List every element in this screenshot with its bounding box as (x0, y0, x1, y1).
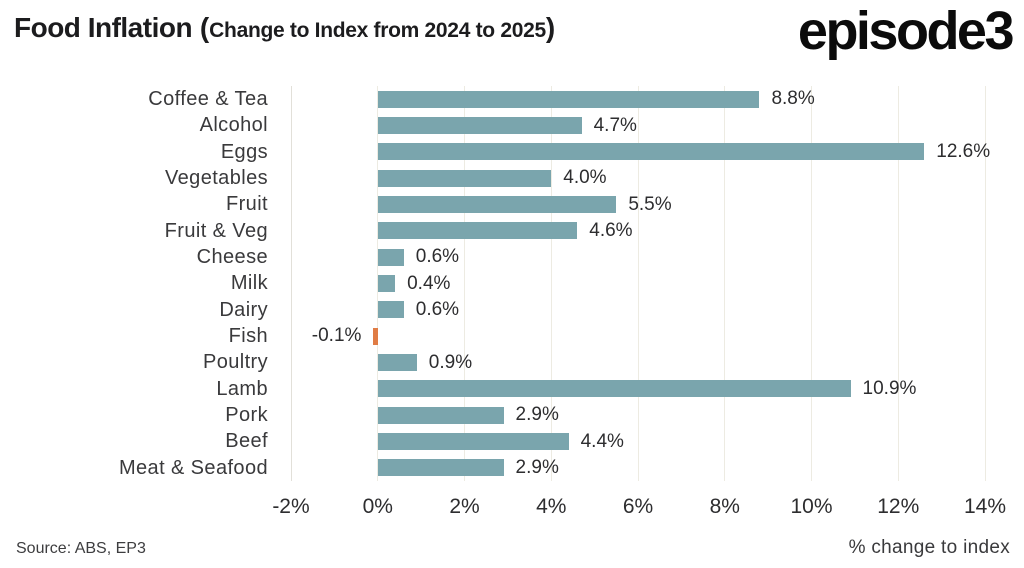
x-tick-4: 4% (536, 495, 567, 518)
x-tick-14: 14% (963, 495, 1007, 518)
x-tick-8: 8% (709, 495, 740, 518)
x-tick-12: 12% (877, 495, 920, 518)
gridline-6 (637, 86, 639, 481)
gridline-10 (811, 86, 812, 481)
category-label-fish: Fish (228, 325, 268, 347)
value-label-alcohol: 4.7% (593, 114, 637, 136)
title-main: Food Inflation (14, 12, 193, 43)
category-label-eggs: Eggs (220, 140, 268, 163)
x-tick-2: -2% (272, 495, 310, 518)
category-label-cheese: Cheese (196, 246, 268, 268)
value-label-meat-seafood: 2.9% (515, 456, 559, 478)
value-label-dairy: 0.6% (415, 298, 460, 320)
bar-fruit-veg (377, 222, 578, 240)
category-label-vegetables: Vegetables (165, 167, 268, 189)
category-label-poultry: Poultry (202, 351, 268, 374)
value-label-eggs: 12.6% (936, 140, 991, 162)
title-paren-open-glyph: ( (199, 12, 210, 43)
plot-area: 8.8% 4.7% 12.6% 4.0% 5.5% 4.6% 0.6% 0.4% 0.6% -0.… (290, 86, 990, 481)
value-label-fish: -0.1% (311, 325, 362, 347)
bar-alcohol (377, 117, 582, 134)
title-subtitle: Change to Index from 2024 to 2025 (209, 19, 546, 42)
bar-coffee-tea (377, 90, 760, 108)
bar-pork (377, 406, 504, 424)
title-paren-close: ) (545, 12, 556, 43)
value-label-cheese: 0.6% (415, 246, 460, 268)
value-label-pork: 2.9% (515, 404, 559, 426)
category-label-fruit-veg: Fruit & Veg (164, 219, 268, 242)
value-label-poultry: 0.9% (428, 351, 473, 373)
bar-eggs (377, 143, 925, 161)
category-label-lamb: Lamb (216, 377, 268, 400)
source-note: Source: ABS, EP3 (16, 540, 146, 557)
value-label-beef: 4.4% (580, 430, 624, 452)
gridline-2 (464, 86, 465, 481)
bar-cheese (377, 248, 404, 266)
category-label-alcohol: Alcohol (199, 114, 268, 137)
episode3-logo: episode3 (797, 1, 1015, 61)
category-label-coffee-tea: Coffee & Tea (148, 88, 268, 110)
bar-milk (377, 275, 396, 292)
gridline-4 (550, 86, 552, 481)
bar-lamb (377, 380, 851, 398)
category-label-pork: Pork (225, 404, 268, 426)
bar-dairy (377, 301, 404, 319)
page-title: Food Inflation (Change to Index from 202… (14, 12, 555, 44)
bar-fruit (377, 196, 617, 213)
title-paren-open (192, 12, 200, 43)
value-label-fruit-veg: 4.6% (589, 219, 633, 241)
gridline-8 (724, 86, 726, 481)
bar-beef (377, 433, 569, 450)
category-label-fruit: Fruit (226, 193, 268, 216)
category-label-beef: Beef (225, 430, 268, 453)
gridline-12 (897, 86, 899, 481)
bar-vegetables (377, 169, 552, 187)
x-tick-2: 2% (449, 495, 480, 518)
x-tick-6: 6% (622, 495, 654, 518)
bar-fish (373, 327, 378, 345)
category-label-meat-seafood: Meat & Seafood (118, 456, 268, 479)
bar-meat-seafood (377, 459, 504, 477)
x-tick-10: 10% (790, 495, 833, 518)
x-tick-0: 0% (362, 495, 393, 518)
bar-poultry (377, 354, 417, 371)
category-label-milk: Milk (230, 272, 268, 295)
gridline-14 (984, 86, 986, 481)
gridline-2 (290, 86, 292, 481)
value-label-lamb: 10.9% (862, 377, 917, 399)
value-label-fruit: 5.5% (628, 193, 672, 215)
value-label-milk: 0.4% (407, 272, 451, 294)
value-label-vegetables: 4.0% (563, 167, 607, 189)
value-label-coffee-tea: 8.8% (771, 88, 815, 110)
category-label-dairy: Dairy (219, 298, 268, 321)
x-axis-title: % change to index (848, 537, 1010, 558)
